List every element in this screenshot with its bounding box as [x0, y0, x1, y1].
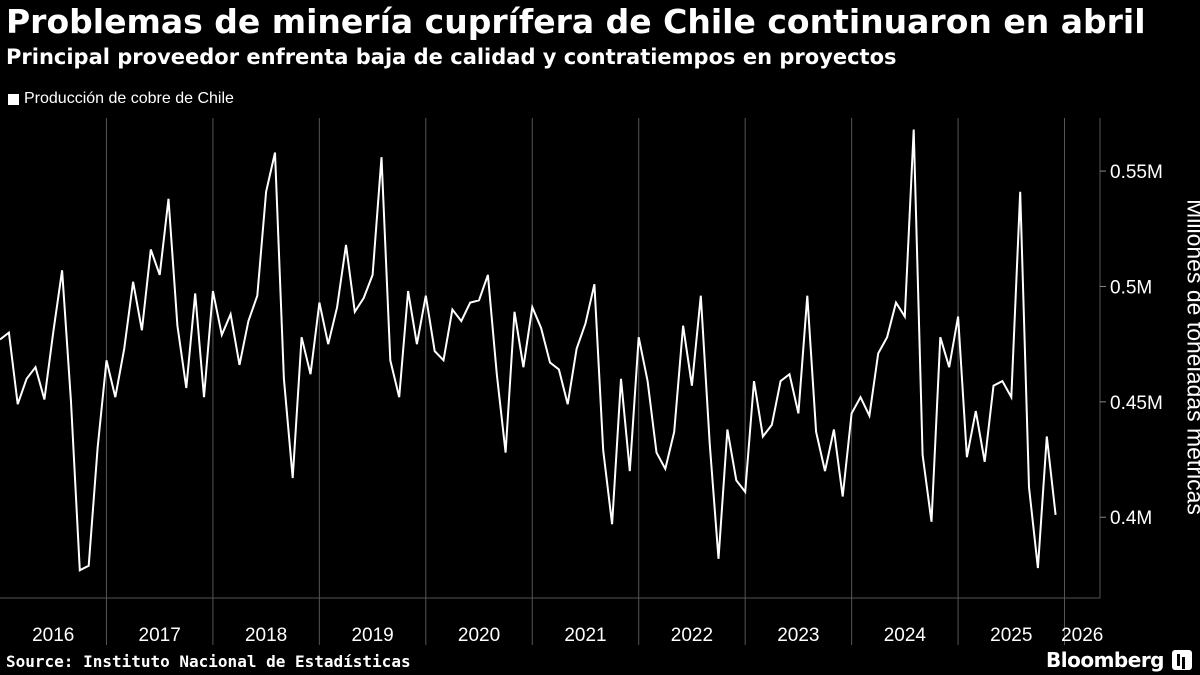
x-tick-label: 2026 [1061, 625, 1103, 646]
grid [105, 118, 1066, 645]
y-tick-label: 0.5M [1110, 277, 1152, 298]
x-tick-label: 2020 [458, 625, 500, 646]
chart-title: Problemas de minería cuprífera de Chile … [6, 2, 1146, 41]
x-tick-label: 2017 [139, 625, 181, 646]
y-tick-label: 0.45M [1110, 393, 1163, 414]
x-tick-label: 2023 [777, 625, 819, 646]
y-axis-title: Millones de toneladas métricas [1182, 199, 1200, 515]
x-tick-label: 2016 [32, 625, 74, 646]
terminal-icon [1172, 650, 1192, 670]
y-tick-label: 0.55M [1110, 162, 1163, 183]
x-tick-label: 2025 [990, 625, 1032, 646]
series-line [0, 129, 1057, 572]
brand-logo: Bloomberg [1046, 648, 1164, 672]
x-tick-label: 2024 [884, 625, 927, 646]
x-tick-label: 2019 [351, 625, 393, 646]
y-tick-label: 0.4M [1110, 508, 1152, 529]
chart-subtitle: Principal proveedor enfrenta baja de cal… [6, 45, 897, 69]
legend-swatch [8, 93, 19, 105]
x-axis: 2016 2017 2018 2019 2020 2021 2022 2023 2024 2025… [0, 597, 1103, 646]
plot-area [0, 129, 1057, 572]
source-note: Source: Instituto Nacional de Estadístic… [6, 652, 411, 671]
legend: Producción de cobre de Chile [8, 90, 234, 108]
x-tick-label: 2018 [245, 625, 287, 646]
legend-label: Producción de cobre de Chile [24, 90, 234, 107]
x-tick-label: 2022 [671, 625, 713, 646]
y-axis: 0.55M 0.5M 0.45M 0.4M [1099, 118, 1163, 598]
x-tick-label: 2021 [564, 625, 606, 646]
